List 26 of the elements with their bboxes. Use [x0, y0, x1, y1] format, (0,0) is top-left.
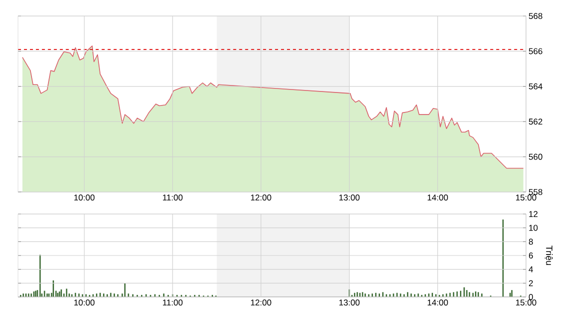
y-tick-label: 10	[529, 224, 538, 231]
x-tick-label: 13:00	[339, 300, 360, 306]
y-tick-label: 12	[529, 211, 538, 217]
y-axis-title: Triệu	[544, 246, 553, 265]
y-tick-label: 6	[528, 252, 533, 258]
x-tick-label: 14:00	[428, 194, 448, 201]
y-tick-label: 558	[528, 189, 542, 195]
y-tick-label: 4	[528, 266, 533, 272]
y-tick-label: 560	[528, 154, 542, 160]
y-tick-label: 568	[528, 13, 542, 19]
y-tick-label: 564	[528, 83, 542, 90]
x-tick-label: 15:00	[516, 300, 536, 306]
x-tick-label: 10:00	[74, 194, 95, 201]
x-tick-label: 14:00	[428, 300, 448, 306]
x-tick-label: 10:00	[74, 300, 95, 306]
x-tick-label: 15:00	[516, 194, 536, 201]
x-tick-label: 11:00	[162, 300, 183, 306]
x-tick-label: 12:00	[251, 300, 272, 306]
y-tick-label: 0	[528, 294, 533, 300]
y-tick-label: 566	[528, 48, 542, 54]
y-tick-label: 562	[528, 118, 542, 125]
y-tick-label: 2	[528, 280, 533, 286]
x-tick-label: 11:00	[162, 194, 183, 201]
y-tick-label: 8	[528, 238, 533, 245]
x-tick-label: 12:00	[251, 194, 272, 201]
x-tick-label: 13:00	[339, 194, 360, 201]
